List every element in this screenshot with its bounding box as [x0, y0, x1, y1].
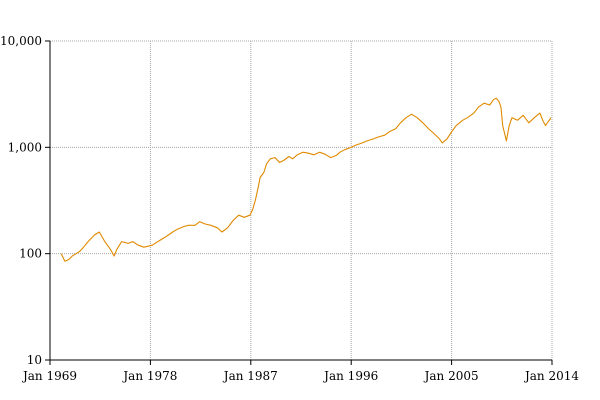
axes — [45, 40, 553, 365]
y-tick-label: 1,000 — [8, 140, 42, 154]
x-tick-label: Jan 2005 — [423, 369, 479, 383]
series-line — [60, 97, 552, 262]
x-tick-label: Jan 1969 — [21, 369, 77, 383]
series-layer — [60, 97, 552, 262]
y-tick-label: 100 — [19, 247, 42, 261]
y-tick-label: 10 — [27, 353, 42, 367]
x-tick-label: Jan 2014 — [523, 369, 579, 383]
x-tick-label: Jan 1978 — [121, 369, 177, 383]
x-tick-label: Jan 1996 — [322, 369, 378, 383]
tick-labels: Jan 1969 Jan 1978 Jan 1987 Jan 1996 Jan 2005… — [0, 34, 579, 383]
gridlines — [50, 40, 553, 360]
x-tick-label: Jan 1987 — [222, 369, 278, 383]
y-tick-label: 10,000 — [0, 34, 42, 48]
